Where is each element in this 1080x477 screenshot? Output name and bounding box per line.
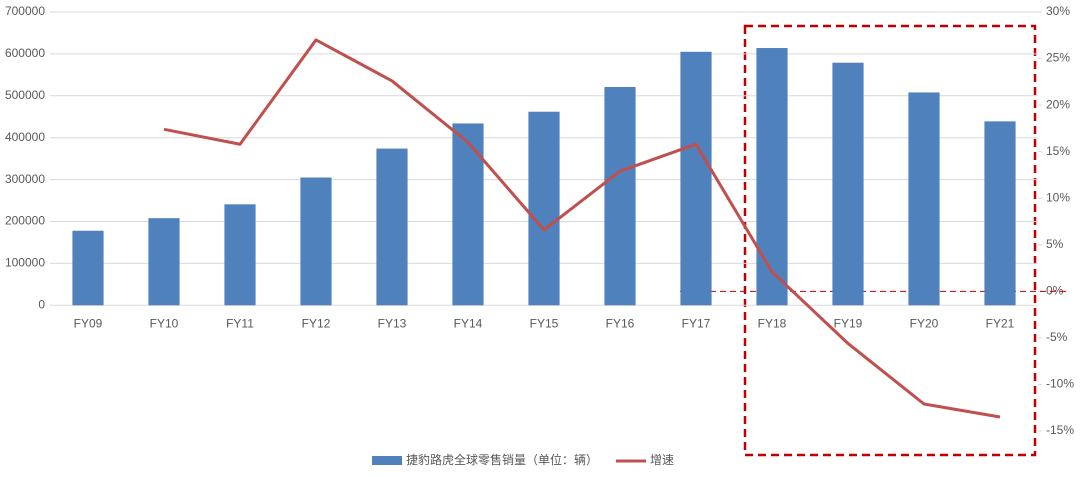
y2-tick-label: 20% [1046, 97, 1070, 111]
y2-tick-label: 15% [1046, 144, 1070, 158]
x-tick-label: FY21 [986, 316, 1015, 330]
x-tick-label: FY14 [454, 316, 483, 330]
line [163, 38, 1001, 419]
bar [680, 51, 712, 306]
x-tick-label: FY13 [378, 316, 407, 330]
y-tick-label: 700000 [5, 4, 45, 18]
x-tick-label: FY10 [150, 316, 179, 330]
y2-tick-label: 30% [1046, 4, 1070, 18]
bar [452, 123, 484, 306]
bar [832, 62, 864, 306]
x-tick-label: FY15 [530, 316, 559, 330]
x-tick-label: FY20 [910, 316, 939, 330]
y-tick-label: 500000 [5, 88, 45, 102]
x-tick-label: FY12 [302, 316, 331, 330]
bar [72, 230, 104, 306]
bar [148, 218, 180, 306]
y2-tick-label: 25% [1046, 51, 1070, 65]
x-tick-label: FY09 [74, 316, 103, 330]
x-tick-label: FY11 [226, 316, 254, 330]
bar [224, 204, 256, 306]
legend-label: 捷豹路虎全球零售销量（单位：辆） [406, 452, 598, 467]
bar [604, 87, 636, 306]
y-tick-label: 0 [38, 297, 45, 311]
bar [756, 48, 788, 306]
x-tick-label: FY19 [834, 316, 863, 330]
y2-tick-label: -10% [1046, 377, 1074, 391]
bar [300, 177, 332, 306]
x-tick-label: FY16 [606, 316, 635, 330]
legend-label: 增速 [650, 453, 674, 467]
bar [376, 148, 408, 306]
y2-tick-label: 10% [1046, 190, 1070, 204]
y-tick-label: 200000 [5, 214, 45, 228]
y-tick-label: 400000 [5, 130, 45, 144]
legend-swatch [372, 456, 402, 465]
y-tick-label: 600000 [5, 46, 45, 60]
y2-tick-label: -5% [1046, 330, 1068, 344]
y-tick-label: 100000 [5, 256, 45, 270]
x-tick-label: FY17 [682, 316, 711, 330]
bar [908, 92, 940, 306]
x-tick-label: FY18 [758, 316, 787, 330]
y-tick-label: 300000 [5, 172, 45, 186]
bar [984, 121, 1016, 306]
y2-tick-label: 0% [1046, 284, 1064, 298]
bar [528, 111, 560, 306]
y2-tick-label: -15% [1046, 423, 1074, 437]
y2-tick-label: 5% [1046, 237, 1064, 251]
highlight-box [743, 24, 1037, 457]
